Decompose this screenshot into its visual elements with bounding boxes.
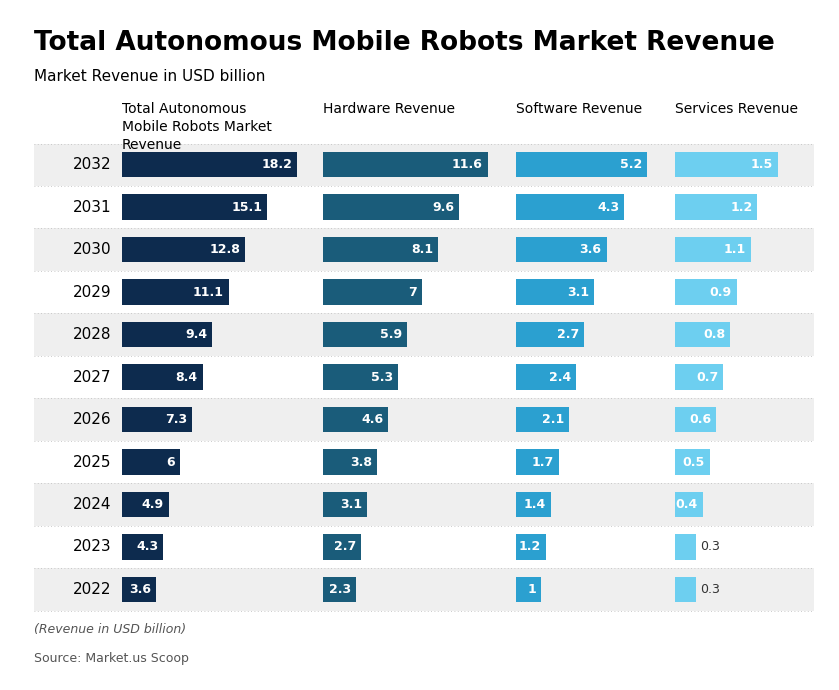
Text: Total Autonomous Mobile Robots Market Revenue: Total Autonomous Mobile Robots Market Re… <box>34 30 774 56</box>
Text: 3.6: 3.6 <box>580 243 602 256</box>
Text: 3.8: 3.8 <box>350 455 372 469</box>
Text: 2.7: 2.7 <box>334 540 357 553</box>
Text: 1.4: 1.4 <box>524 498 546 511</box>
Text: 2026: 2026 <box>73 412 112 427</box>
Text: Source: Market.us Scoop: Source: Market.us Scoop <box>34 652 189 665</box>
Text: 2029: 2029 <box>73 285 112 299</box>
Text: 1.7: 1.7 <box>531 455 554 469</box>
Text: 2031: 2031 <box>73 199 112 215</box>
Text: 2024: 2024 <box>73 497 112 512</box>
Text: 2025: 2025 <box>73 455 112 469</box>
Text: Total Autonomous
Mobile Robots Market
Revenue: Total Autonomous Mobile Robots Market Re… <box>122 102 272 152</box>
Text: 2032: 2032 <box>73 157 112 172</box>
Text: 2.1: 2.1 <box>541 413 564 426</box>
Text: 3.6: 3.6 <box>129 583 151 596</box>
Text: 2.7: 2.7 <box>556 328 579 341</box>
Text: 0.9: 0.9 <box>710 286 732 299</box>
Text: 1.1: 1.1 <box>723 243 746 256</box>
Text: 2.4: 2.4 <box>549 371 571 384</box>
Text: 9.6: 9.6 <box>432 201 454 214</box>
Text: 11.1: 11.1 <box>193 286 224 299</box>
Text: (Revenue in USD billion): (Revenue in USD billion) <box>34 623 185 636</box>
Text: 2028: 2028 <box>73 327 112 342</box>
Text: 1: 1 <box>528 583 536 596</box>
Text: 4.6: 4.6 <box>361 413 383 426</box>
Text: 8.1: 8.1 <box>411 243 433 256</box>
Text: 15.1: 15.1 <box>232 201 263 214</box>
Text: 7: 7 <box>409 286 417 299</box>
Text: 0.5: 0.5 <box>682 455 705 469</box>
Text: 11.6: 11.6 <box>452 158 482 171</box>
Text: 0.3: 0.3 <box>700 540 720 553</box>
Text: 5.3: 5.3 <box>371 371 393 384</box>
Text: 6: 6 <box>166 455 175 469</box>
Text: 0.6: 0.6 <box>690 413 711 426</box>
Text: 4.9: 4.9 <box>142 498 164 511</box>
Text: Software Revenue: Software Revenue <box>516 102 642 116</box>
Text: 0.7: 0.7 <box>696 371 718 384</box>
Text: 7.3: 7.3 <box>165 413 187 426</box>
Text: 1.5: 1.5 <box>751 158 773 171</box>
Text: 5.9: 5.9 <box>379 328 402 341</box>
Text: 0.4: 0.4 <box>675 498 698 511</box>
Text: 5.2: 5.2 <box>619 158 642 171</box>
Text: 1.2: 1.2 <box>730 201 753 214</box>
Text: 2030: 2030 <box>73 242 112 257</box>
Text: 2022: 2022 <box>73 582 112 597</box>
Text: 4.3: 4.3 <box>597 201 619 214</box>
Text: 8.4: 8.4 <box>175 371 198 384</box>
Text: 4.3: 4.3 <box>136 540 158 553</box>
Text: Hardware Revenue: Hardware Revenue <box>323 102 455 116</box>
Text: Market Revenue in USD billion: Market Revenue in USD billion <box>34 69 265 84</box>
Text: 0.8: 0.8 <box>703 328 725 341</box>
Text: 0.3: 0.3 <box>700 583 720 596</box>
Text: 2023: 2023 <box>73 540 112 555</box>
Text: 1.2: 1.2 <box>519 540 541 553</box>
Text: 12.8: 12.8 <box>209 243 240 256</box>
Text: 3.1: 3.1 <box>340 498 362 511</box>
Text: 18.2: 18.2 <box>262 158 292 171</box>
Text: 9.4: 9.4 <box>185 328 207 341</box>
Text: 2027: 2027 <box>73 370 112 384</box>
Text: 3.1: 3.1 <box>567 286 589 299</box>
Text: 2.3: 2.3 <box>329 583 351 596</box>
Text: Services Revenue: Services Revenue <box>675 102 799 116</box>
